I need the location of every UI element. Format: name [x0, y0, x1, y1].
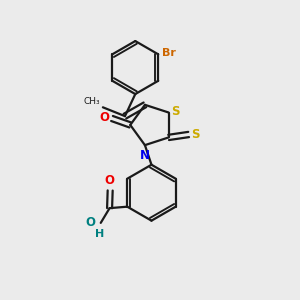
Text: H: H	[95, 229, 104, 239]
Text: O: O	[85, 216, 95, 230]
Text: O: O	[105, 174, 115, 187]
Text: O: O	[99, 110, 109, 124]
Text: CH₃: CH₃	[84, 97, 101, 106]
Text: S: S	[192, 128, 200, 141]
Text: Br: Br	[162, 48, 176, 58]
Text: S: S	[172, 104, 180, 118]
Text: N: N	[140, 149, 150, 162]
